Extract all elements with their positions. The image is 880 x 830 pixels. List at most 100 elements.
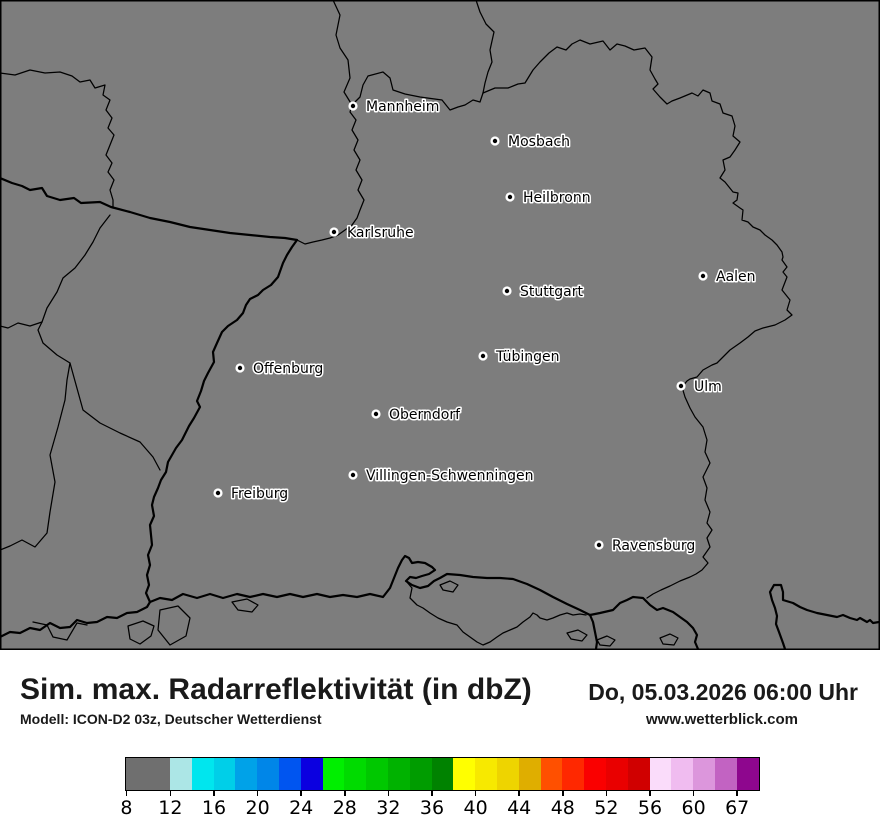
colorbar-segment — [714, 758, 737, 790]
colorbar-tick-mark — [605, 791, 608, 796]
border-bw-bavaria — [482, 39, 793, 599]
colorbar-tick-mark — [736, 791, 738, 796]
colorbar-segment — [671, 758, 694, 790]
city-marker-dot — [350, 472, 356, 478]
colorbar-tick-label: 12 — [158, 797, 183, 819]
colorbar-tick-label: 67 — [725, 797, 750, 819]
map-background — [0, 0, 880, 650]
colorbar-tick-mark — [649, 791, 651, 796]
website-url: www.wetterblick.com — [646, 711, 798, 728]
state-borders — [0, 0, 793, 647]
page-title: Sim. max. Radarreflektivität (in dbZ) — [20, 673, 532, 706]
border-bw-north — [351, 71, 484, 111]
map-canvas: Mannheim Mosbach Heilbronn Karlsruhe Aalen St… — [0, 0, 880, 651]
city-marker-dot — [700, 273, 706, 279]
colorbar-segment — [453, 758, 476, 790]
city-label: Ravensburg — [612, 538, 695, 554]
colorbar-tick-label: 40 — [463, 797, 488, 819]
colorbar-tick-label: 16 — [201, 797, 227, 819]
colorbar-segment — [126, 758, 170, 790]
border-switzerland — [148, 554, 592, 617]
city-label: Freiburg — [231, 486, 288, 502]
city-marker-dot — [215, 490, 221, 496]
colorbar-segment — [496, 758, 519, 790]
colorbar-tick-mark — [387, 791, 390, 796]
colorbar-tick-mark — [256, 791, 259, 796]
border-rhine-south — [144, 238, 299, 604]
colorbar-segment — [366, 758, 388, 790]
city-label: Mosbach — [508, 134, 570, 150]
border-france-branch-rhine — [69, 362, 161, 471]
city-label: Offenburg — [253, 361, 323, 377]
colorbar-segment — [693, 758, 715, 790]
city-markers-layer: Mannheim Mosbach Heilbronn Karlsruhe Aalen St… — [213, 98, 757, 556]
colorbar-segment — [322, 758, 345, 790]
city-label: Villingen-Schwenningen — [366, 468, 534, 484]
city-label: Ulm — [694, 379, 722, 395]
city-marker-dot — [504, 288, 510, 294]
colorbar-segment — [431, 758, 454, 790]
border-france-branch-west — [0, 321, 43, 329]
colorbar-tick-label: 44 — [507, 797, 532, 819]
colorbar-tick-label: 28 — [332, 797, 357, 819]
colorbar-tick-mark — [518, 791, 520, 796]
colorbar-segment — [627, 758, 650, 790]
colorbar-tick-label: 56 — [637, 797, 663, 819]
city-label: Stuttgart — [520, 284, 583, 300]
colorbar-tick-label: 52 — [594, 797, 619, 819]
enclave-blob — [566, 629, 588, 642]
colorbar-segment — [213, 758, 236, 790]
city-label: Oberndorf — [389, 407, 461, 423]
enclave-blob — [231, 598, 259, 613]
border-rlp-diagonal — [0, 69, 115, 209]
city-label: Aalen — [716, 269, 756, 285]
border-bodensee-south — [588, 613, 599, 651]
city-label: Heilbronn — [523, 190, 591, 206]
colorbar-segment — [170, 758, 192, 790]
enclave-blob — [157, 605, 191, 646]
city-label: Karlsruhe — [347, 225, 414, 241]
colorbar-tick-mark — [474, 791, 477, 796]
border-hesse-bavaria — [475, 0, 495, 94]
colorbar-segment — [649, 758, 672, 790]
city-marker-dot — [507, 194, 513, 200]
city-marker-dot — [596, 542, 602, 548]
colorbar-segment — [475, 758, 497, 790]
border-france-internal — [0, 214, 111, 551]
colorbar-segment — [191, 758, 214, 790]
colorbar-tick-label: 24 — [289, 797, 314, 819]
border-jura-south — [32, 621, 88, 641]
colorbar-tick-mark — [344, 791, 346, 796]
country-borders — [0, 176, 880, 651]
colorbar-tick-mark — [562, 791, 564, 796]
reflectivity-colorbar: 8 12 16 20 24 28 32 36 40 44 48 52 56 60 67 — [120, 757, 760, 819]
city-label: Mannheim — [366, 99, 439, 115]
colorbar-segment — [605, 758, 628, 790]
city-marker-dot — [480, 353, 486, 359]
colorbar-tick-label: 20 — [245, 797, 270, 819]
colorbar-tick-label: 32 — [376, 797, 401, 819]
city-marker-dot — [678, 383, 684, 389]
map-frame — [0, 0, 880, 650]
colorbar-segment — [278, 758, 301, 790]
colorbar-tick-mark — [125, 791, 128, 796]
colorbar-segment — [540, 758, 563, 790]
border-austria-east — [768, 583, 880, 651]
colorbar-tick-label: 60 — [681, 797, 706, 819]
city-label: Tübingen — [495, 349, 560, 365]
colorbar-segment — [584, 758, 606, 790]
city-marker-dot — [350, 103, 356, 109]
colorbar-tick-label: 36 — [419, 797, 445, 819]
colorbar-tick-label: 48 — [550, 797, 575, 819]
colorbar-gradient — [125, 757, 760, 791]
border-swiss-rhine — [405, 580, 587, 646]
colorbar-tick-mark — [692, 791, 695, 796]
colorbar-tick-label: 8 — [120, 797, 133, 819]
city-marker-dot — [373, 411, 379, 417]
colorbar-segment — [235, 758, 258, 790]
colorbar-segment — [257, 758, 279, 790]
city-marker-dot — [492, 138, 498, 144]
enclave-blob — [439, 580, 459, 593]
colorbar-tick-mark — [431, 791, 433, 796]
